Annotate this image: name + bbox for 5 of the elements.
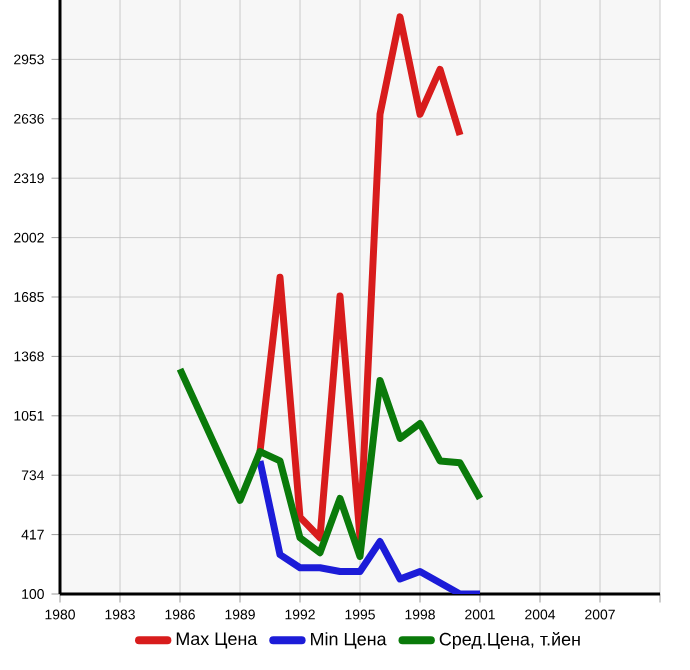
legend-label: Сред.Цена, т.йен xyxy=(439,632,580,650)
legend-label: Min Цена xyxy=(311,632,387,649)
line-series xyxy=(176,365,484,561)
legend-label: Max Цена xyxy=(176,632,258,649)
line-series xyxy=(256,13,464,542)
